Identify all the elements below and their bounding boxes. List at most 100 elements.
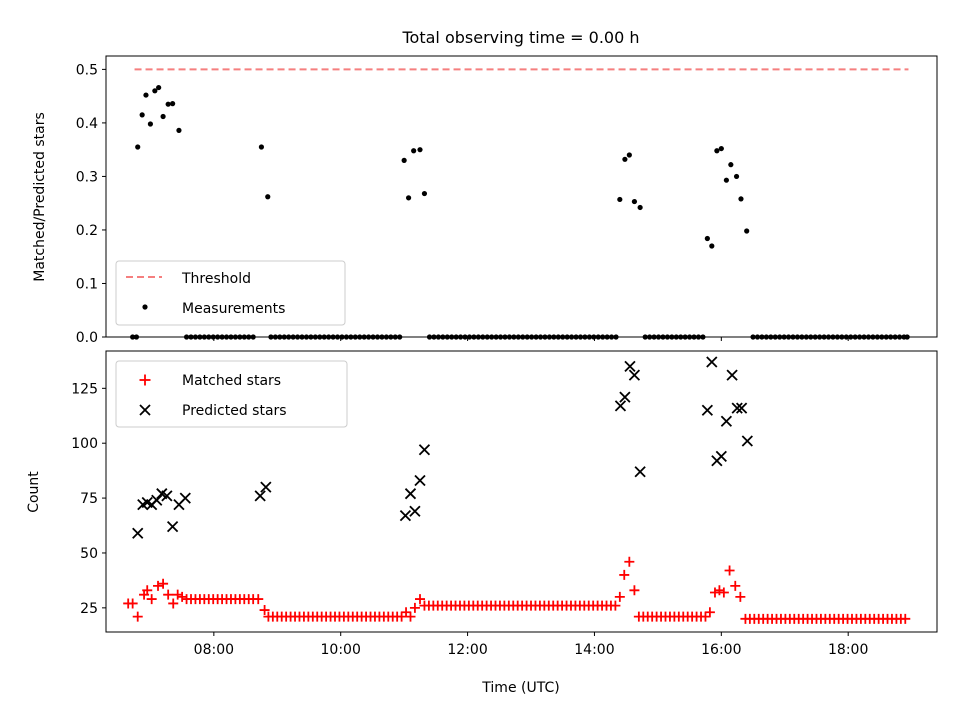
matched-stars-point	[253, 594, 264, 605]
predicted-stars-point	[260, 481, 272, 493]
predicted-stars-point	[634, 466, 646, 478]
predicted-stars-point	[399, 510, 412, 522]
predicted-stars-point	[414, 474, 426, 487]
top-y-tick-label: 0.1	[76, 276, 98, 292]
matched-stars-point	[709, 587, 720, 598]
measurements-point	[143, 92, 149, 98]
predicted-legend-swatch	[139, 404, 151, 416]
x-tick-label: 12:00	[447, 642, 487, 658]
matched-stars-point	[700, 611, 711, 622]
matched-stars-point	[153, 580, 164, 591]
matched-stars-point	[168, 598, 179, 609]
measurements-point	[265, 194, 271, 200]
measurements-point	[744, 228, 750, 234]
measurements-point	[176, 127, 182, 133]
panel-ratio: 0.0 0.1 0.2 0.3 0.4 0.5 Matched/Predicted sta…	[32, 55, 938, 346]
top-y-ticks: 0.0 0.1 0.2 0.3 0.4 0.5	[76, 62, 106, 346]
matched-stars-point	[401, 607, 412, 618]
bottom-y-axis-label: Count	[26, 471, 42, 513]
measurements-point	[135, 144, 141, 150]
predicted-stars-point	[179, 492, 191, 504]
measurements-point	[738, 196, 744, 202]
matched-stars-point	[405, 611, 416, 622]
measurements-point	[728, 162, 734, 168]
predicted-stars-point	[166, 520, 179, 533]
matched-stars-point	[127, 598, 138, 609]
measurements-point	[258, 144, 265, 150]
predicted-stars-point	[726, 369, 738, 381]
top-legend-box	[115, 260, 346, 326]
x-tick-label: 10:00	[321, 642, 361, 658]
measurements-point	[152, 88, 158, 94]
measurements-point	[411, 148, 417, 154]
matched-stars-point	[730, 580, 741, 591]
measurements-point	[626, 152, 632, 158]
measurements-point	[170, 101, 176, 107]
matched-stars-point	[409, 602, 420, 613]
predicted-stars-point	[624, 360, 636, 373]
x-tick-label: 18:00	[828, 642, 868, 658]
measurements-point	[401, 157, 407, 163]
matched-stars-point	[724, 565, 735, 576]
matched-stars-point	[142, 585, 153, 596]
predicted-stars-point	[132, 527, 144, 539]
top-y-axis-label: Matched/Predicted stars	[32, 112, 48, 282]
matched-stars-point	[396, 611, 407, 622]
bottom-marks	[123, 356, 911, 624]
matched-stars-point	[619, 569, 630, 580]
x-tick-label: 16:00	[701, 642, 741, 658]
measurements-legend-label: Measurements	[182, 301, 285, 317]
matched-legend-swatch	[139, 374, 151, 386]
measurements-point	[156, 84, 162, 91]
measurements-point	[704, 235, 710, 242]
matched-stars-point	[629, 585, 640, 596]
matched-stars-point	[704, 607, 715, 618]
predicted-stars-point	[151, 494, 163, 506]
measurements-point	[714, 148, 720, 154]
top-x-ticks	[213, 337, 849, 341]
measurements-point	[709, 243, 715, 249]
measurements-point	[405, 195, 412, 201]
matched-stars-point	[415, 594, 426, 605]
predicted-stars-point	[731, 402, 743, 414]
measurements-point	[631, 198, 638, 205]
bottom-y-tick-label: 125	[71, 381, 98, 397]
panel-counts: 25 50 75 100 125 08:00 10:00 12:00 14:00 16:00 18…	[26, 350, 938, 696]
measurements-point	[718, 145, 724, 152]
predicted-stars-point	[418, 444, 431, 456]
measurements-point	[421, 190, 428, 197]
predicted-stars-point	[741, 435, 753, 447]
matched-stars-point	[714, 585, 725, 596]
top-y-tick-label: 0.4	[76, 116, 98, 132]
bottom-y-tick-label: 75	[80, 491, 98, 507]
predicted-legend-label: Predicted stars	[182, 403, 287, 419]
bottom-legend-box	[115, 360, 348, 428]
predicted-stars-point	[161, 490, 173, 502]
bottom-legend: Matched stars Predicted stars	[115, 360, 348, 428]
x-tick-label: 08:00	[194, 642, 234, 658]
predicted-stars-point	[706, 356, 718, 368]
matched-stars-point	[610, 600, 621, 611]
matched-stars-point	[624, 556, 635, 567]
bottom-axes-frame	[105, 350, 938, 633]
measurements-point	[417, 147, 423, 153]
top-y-tick-label: 0.5	[76, 62, 98, 78]
chart-title: Total observing time = 0.00 h	[401, 28, 639, 47]
predicted-stars-point	[628, 369, 641, 381]
top-y-tick-label: 0.3	[76, 169, 98, 185]
measurements-point	[733, 173, 740, 180]
matched-stars-point	[163, 589, 174, 600]
matched-stars-point	[146, 594, 157, 605]
measurements-point	[147, 121, 154, 127]
threshold-legend-label: Threshold	[181, 271, 251, 287]
predicted-stars-point	[619, 391, 631, 403]
predicted-stars-point	[735, 402, 748, 414]
matched-legend-label: Matched stars	[182, 373, 281, 389]
x-tick-label: 14:00	[574, 642, 614, 658]
bottom-y-tick-label: 100	[71, 436, 98, 452]
top-legend: Threshold Measurements	[115, 260, 346, 326]
measurements-point	[622, 156, 628, 162]
predicted-stars-point	[720, 415, 733, 427]
